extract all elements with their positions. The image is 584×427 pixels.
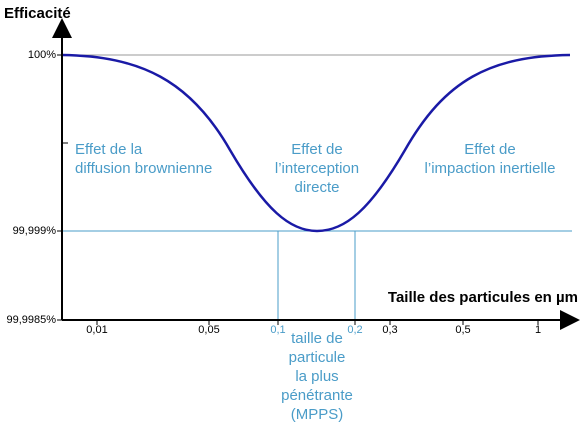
region-label: diffusion brownienne xyxy=(75,160,212,177)
x-tick-label: 1 xyxy=(535,324,541,336)
efficiency-curve xyxy=(61,53,571,233)
x-axis-title: Taille des particules en µm xyxy=(388,289,578,306)
x-tick-label: 0,3 xyxy=(382,324,397,336)
mpps-label: taille de xyxy=(291,330,343,347)
region-label: Effet de xyxy=(291,141,342,158)
x-tick-label: 0,05 xyxy=(198,324,219,336)
mpps-label: particule xyxy=(289,349,346,366)
region-label: Effet de xyxy=(464,141,515,158)
x-tick-label: 0,1 xyxy=(270,324,285,336)
region-label: l’interception xyxy=(275,160,359,177)
x-tick-label: 0,2 xyxy=(347,324,362,336)
mpps-label: (MPPS) xyxy=(291,406,344,423)
y-tick-label: 99,9985% xyxy=(6,314,56,326)
x-tick-label: 0,01 xyxy=(86,324,107,336)
y-tick-label: 100% xyxy=(28,49,56,61)
y-tick-label: 99,999% xyxy=(13,225,57,237)
y-axis-title: Efficacité xyxy=(4,5,71,22)
region-label: l’impaction inertielle xyxy=(425,160,556,177)
mpps-label: la plus xyxy=(295,368,338,385)
region-label: directe xyxy=(294,179,339,196)
x-tick-label: 0,5 xyxy=(455,324,470,336)
mpps-label: pénétrante xyxy=(281,387,353,404)
region-label: Effet de la xyxy=(75,141,143,158)
